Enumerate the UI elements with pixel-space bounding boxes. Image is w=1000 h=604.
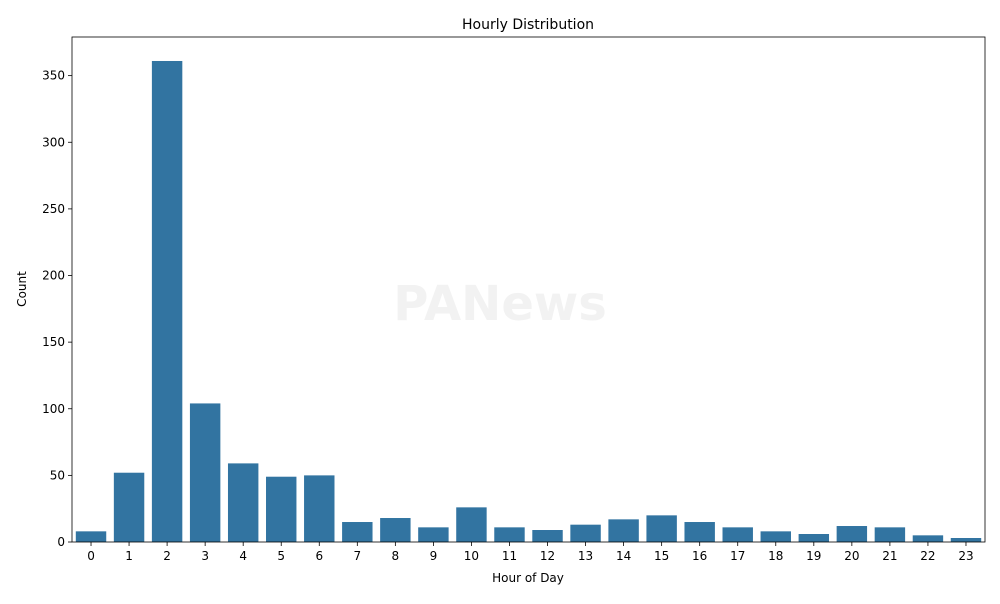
x-tick-label: 22 bbox=[920, 549, 935, 563]
x-tick-label: 10 bbox=[464, 549, 479, 563]
x-tick-label: 12 bbox=[540, 549, 555, 563]
y-axis-label: Count bbox=[15, 271, 29, 307]
x-tick-label: 21 bbox=[882, 549, 897, 563]
y-tick-label: 100 bbox=[42, 402, 65, 416]
bar-hour-14 bbox=[608, 519, 639, 542]
bar-hour-11 bbox=[494, 527, 525, 542]
x-axis-label: Hour of Day bbox=[492, 571, 564, 585]
x-tick-label: 14 bbox=[616, 549, 631, 563]
x-tick-label: 1 bbox=[125, 549, 133, 563]
x-tick-label: 9 bbox=[430, 549, 438, 563]
bar-hour-9 bbox=[418, 527, 449, 542]
bar-hour-20 bbox=[836, 526, 868, 542]
bar-hour-12 bbox=[532, 530, 563, 542]
y-tick-label: 300 bbox=[42, 135, 65, 149]
bar-hour-4 bbox=[227, 463, 259, 542]
y-tick-label: 150 bbox=[42, 335, 65, 349]
y-tick-label: 0 bbox=[57, 535, 65, 549]
bar-hour-16 bbox=[684, 522, 715, 542]
x-tick-label: 11 bbox=[502, 549, 517, 563]
bar-hour-18 bbox=[760, 531, 791, 542]
x-tick-label: 19 bbox=[806, 549, 821, 563]
x-tick-label: 5 bbox=[277, 549, 285, 563]
bar-hour-22 bbox=[912, 535, 944, 542]
x-tick-label: 16 bbox=[692, 549, 707, 563]
x-tick-label: 4 bbox=[239, 549, 247, 563]
bar-hour-15 bbox=[646, 515, 677, 542]
bar-hour-10 bbox=[456, 507, 487, 542]
bar-hour-2 bbox=[151, 60, 183, 543]
bar-hour-5 bbox=[266, 476, 297, 542]
bar-hour-1 bbox=[113, 472, 145, 542]
x-tick-label: 20 bbox=[844, 549, 859, 563]
bar-hour-7 bbox=[342, 522, 373, 542]
y-tick-label: 50 bbox=[50, 468, 65, 482]
bar-hour-6 bbox=[304, 475, 335, 542]
x-tick-label: 3 bbox=[201, 549, 209, 563]
bar-hour-8 bbox=[380, 518, 411, 542]
x-tick-label: 17 bbox=[730, 549, 745, 563]
chart-title: Hourly Distribution bbox=[462, 17, 594, 33]
y-tick-label: 200 bbox=[42, 269, 65, 283]
y-tick-label: 250 bbox=[42, 202, 65, 216]
x-tick-label: 15 bbox=[654, 549, 669, 563]
x-tick-label: 6 bbox=[315, 549, 323, 563]
x-tick-label: 13 bbox=[578, 549, 593, 563]
bar-hour-19 bbox=[798, 534, 830, 542]
x-tick-label: 2 bbox=[163, 549, 171, 563]
x-tick-label: 8 bbox=[392, 549, 400, 563]
bar-hour-13 bbox=[570, 524, 601, 542]
x-tick-label: 7 bbox=[353, 549, 361, 563]
bar-hour-21 bbox=[874, 527, 906, 542]
bar-hour-23 bbox=[950, 538, 982, 542]
watermark: PANews bbox=[393, 276, 607, 332]
plot-frame bbox=[71, 36, 986, 543]
y-tick-label: 350 bbox=[42, 69, 65, 83]
bar-hour-3 bbox=[189, 403, 221, 542]
x-tick-label: 0 bbox=[87, 549, 95, 563]
x-tick-label: 18 bbox=[768, 549, 783, 563]
bar-hour-17 bbox=[722, 527, 753, 542]
x-tick-label: 23 bbox=[958, 549, 973, 563]
bar-hour-0 bbox=[75, 531, 107, 542]
